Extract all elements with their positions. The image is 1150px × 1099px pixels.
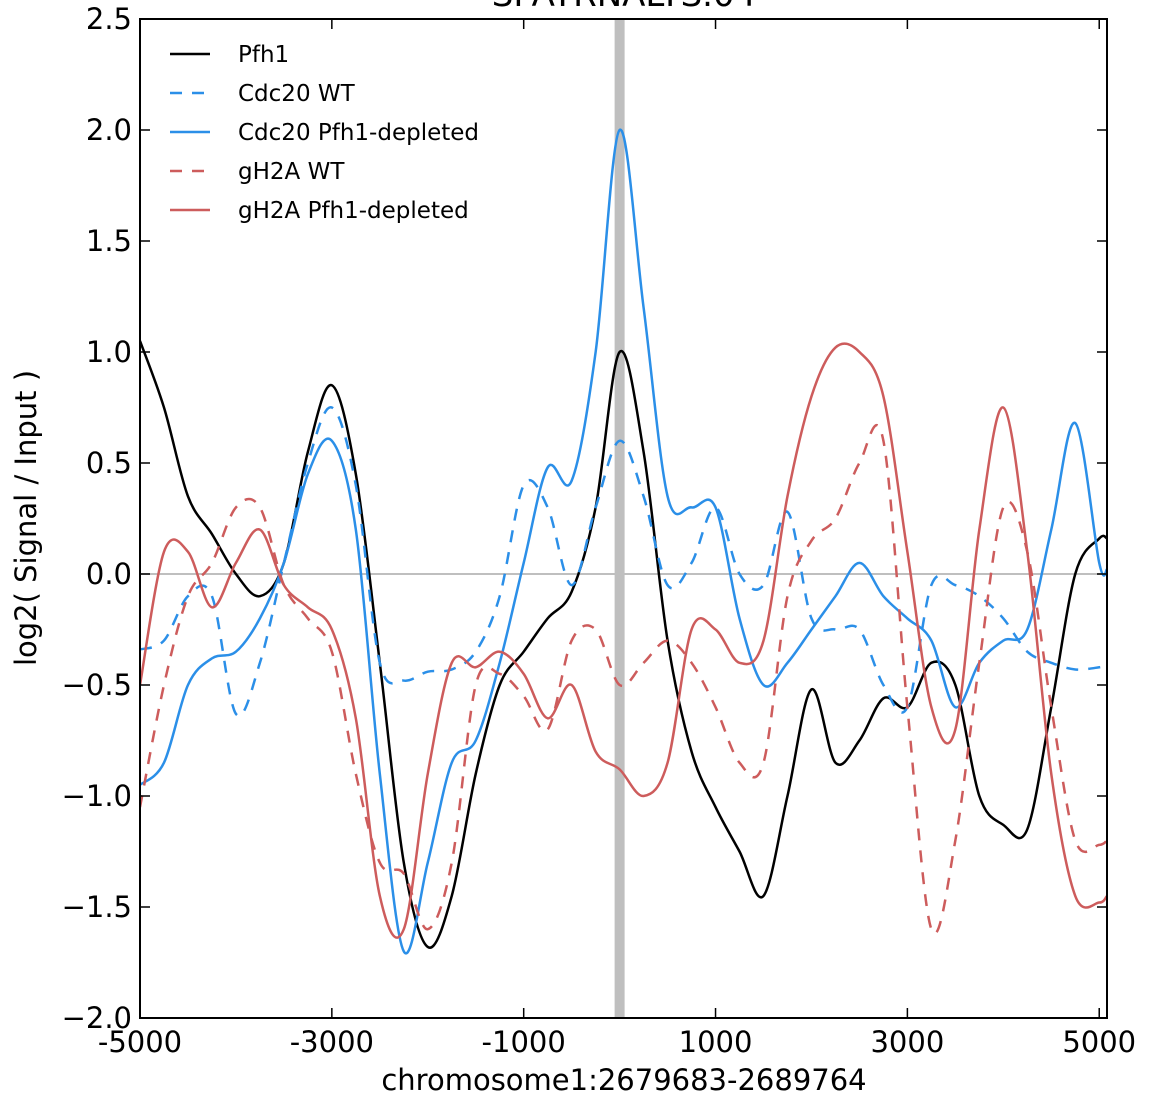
series-line xyxy=(140,342,1107,939)
y-tick-label: 0.5 xyxy=(86,446,132,480)
y-tick-label: −2.0 xyxy=(62,1001,132,1035)
y-tick-label: −1.0 xyxy=(62,779,132,813)
y-tick-label: 2.0 xyxy=(86,113,132,147)
x-tick-label: -1000 xyxy=(482,1025,566,1059)
y-tick-label: −1.5 xyxy=(62,890,132,924)
legend: Pfh1 Cdc20 WT Cdc20 Pfh1-depleted gH2A WT gH… xyxy=(170,42,479,224)
legend-label: gH2A Pfh1-depleted xyxy=(238,198,469,224)
x-tick-label: 5000 xyxy=(1062,1025,1136,1059)
x-tick-label: 1000 xyxy=(679,1025,753,1059)
y-axis-label: log2( Signal / Input ) xyxy=(9,370,43,666)
y-tick-label: 2.5 xyxy=(86,2,132,36)
y-tick-label: 1.5 xyxy=(86,224,132,258)
plot-area xyxy=(140,19,1107,1018)
x-tick-label: -3000 xyxy=(290,1025,374,1059)
legend-label: gH2A WT xyxy=(238,159,345,185)
x-axis-label: chromosome1:2679683-2689764 xyxy=(381,1063,866,1097)
x-tick-label: -5000 xyxy=(98,1025,182,1059)
legend-label: Pfh1 xyxy=(238,42,289,68)
y-tick-label: −0.5 xyxy=(62,668,132,702)
y-tick-label: 0.0 xyxy=(86,557,132,591)
series-line xyxy=(140,340,1107,949)
chart-title: SPATRNALYS.04 xyxy=(492,0,756,15)
legend-label: Cdc20 WT xyxy=(238,81,356,107)
series-line xyxy=(140,423,1107,935)
legend-label: Cdc20 Pfh1-depleted xyxy=(238,120,479,146)
plot-frame xyxy=(139,18,1108,1019)
y-tick-label: 1.0 xyxy=(86,335,132,369)
series-line xyxy=(140,128,1107,955)
series-line xyxy=(140,406,1107,718)
x-tick-label: 3000 xyxy=(870,1025,944,1059)
